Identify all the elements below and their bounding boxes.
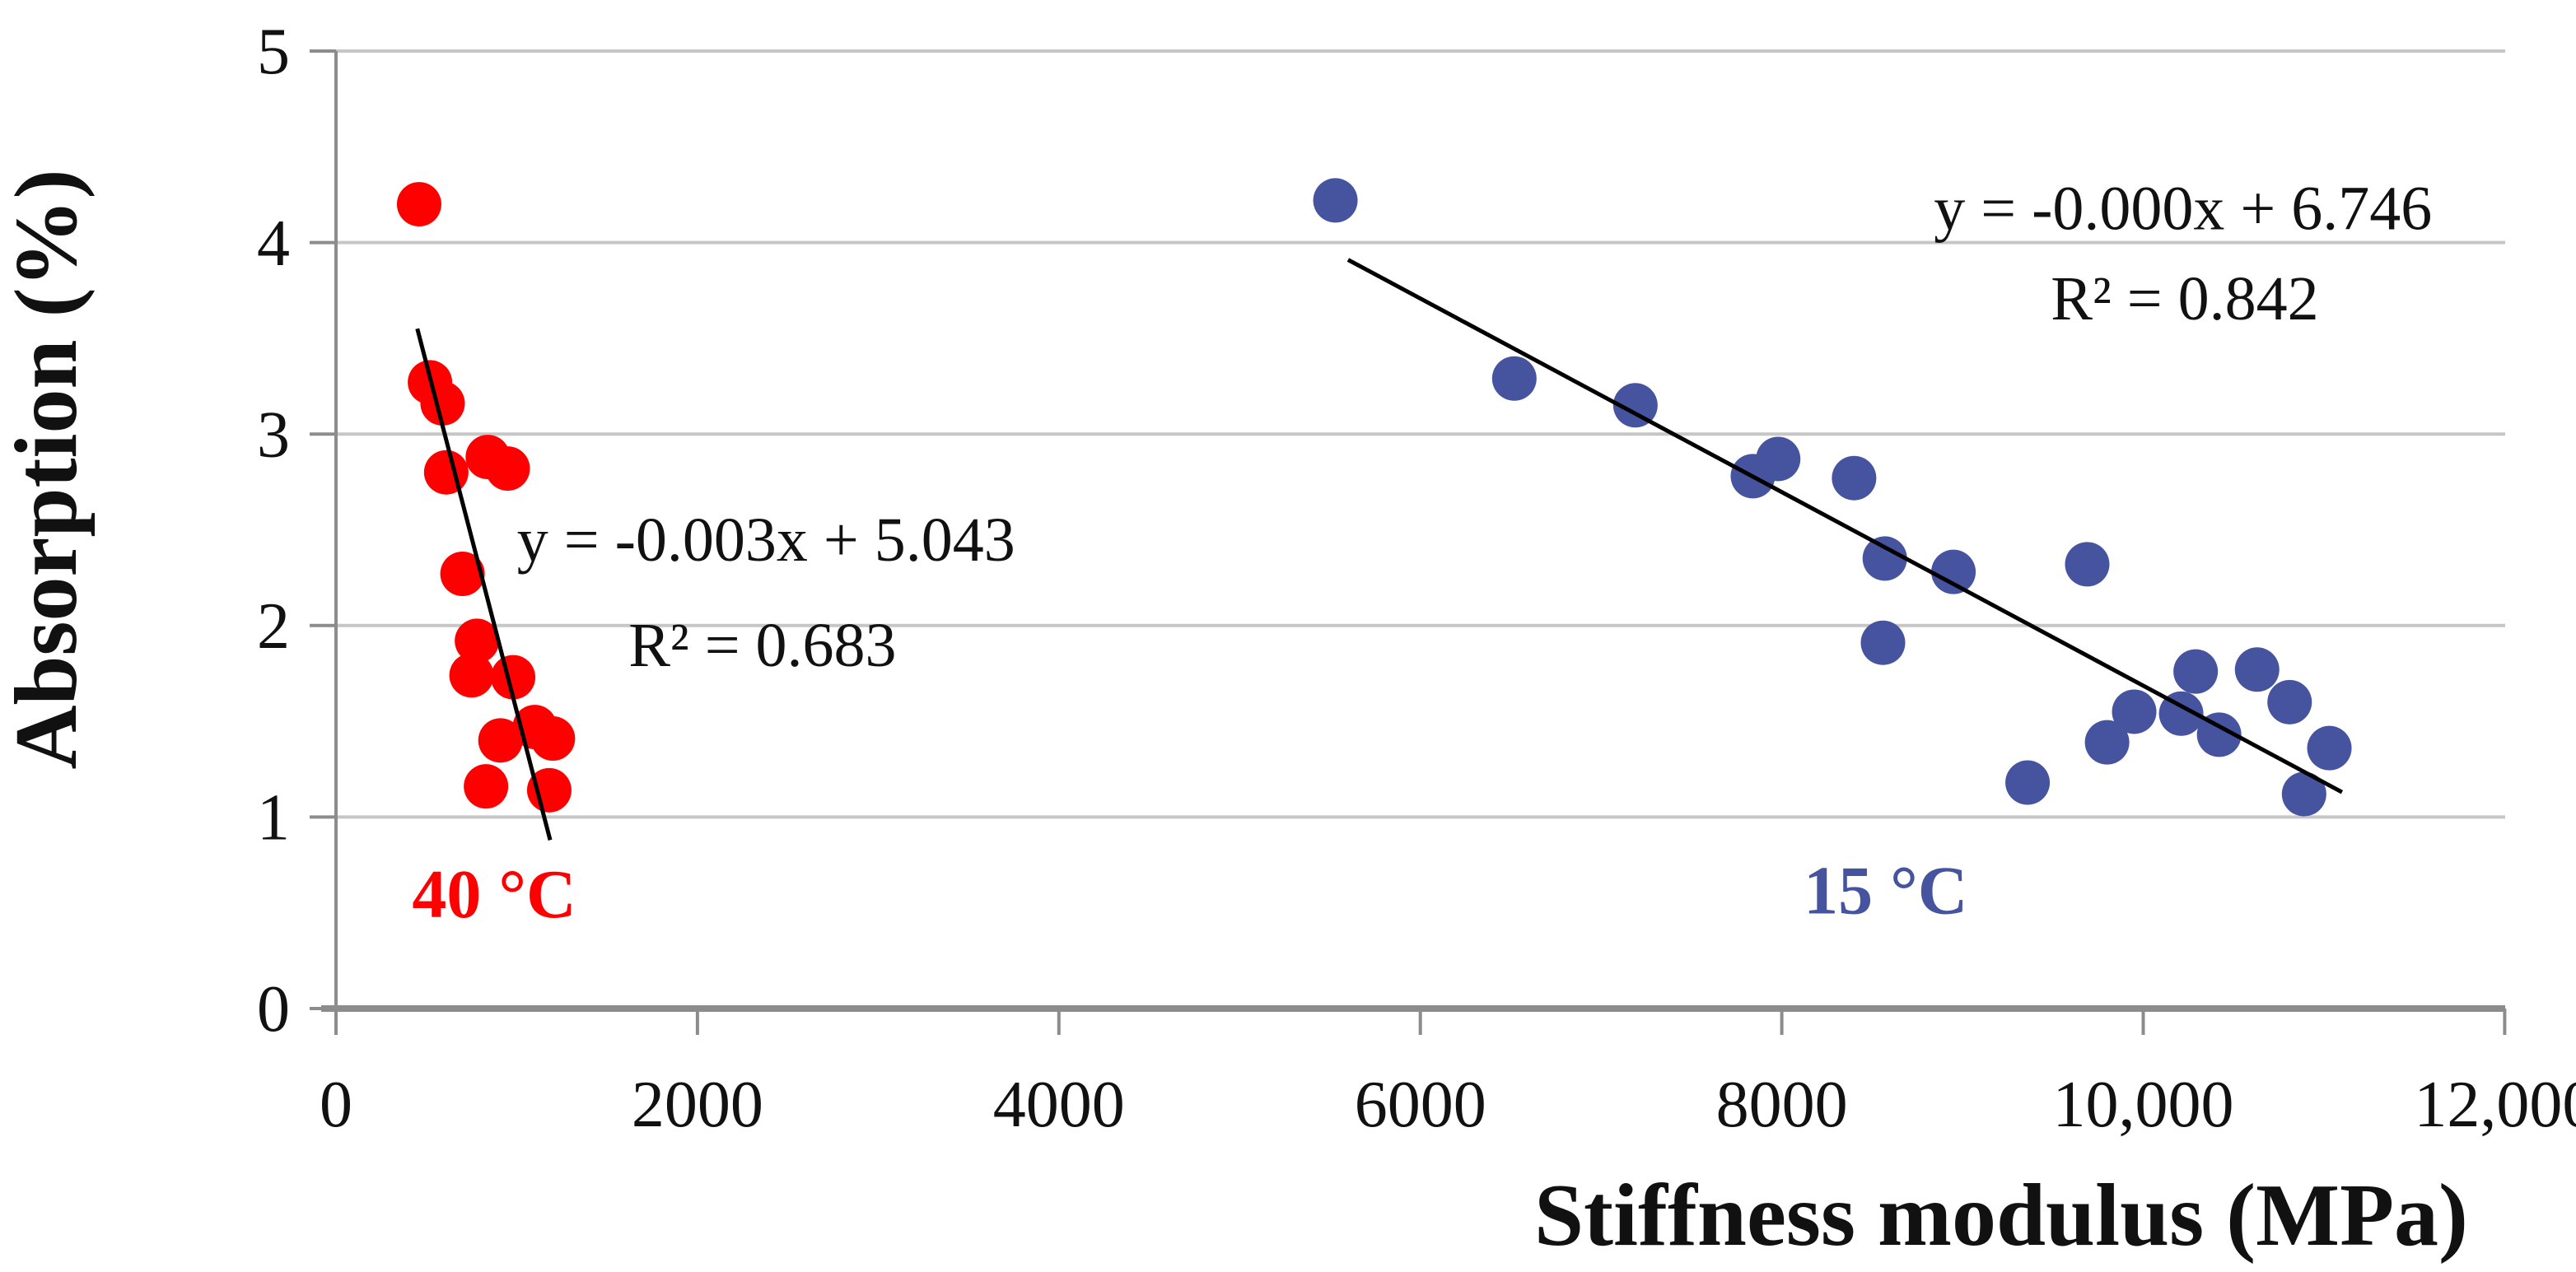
scatter-point-15c-18 (2307, 725, 2352, 771)
scatter-point-15c-8 (2065, 542, 2110, 587)
y-tick-label-5: 5 (257, 16, 290, 88)
scatter-point-15c-9 (1860, 620, 1906, 665)
scatter-point-15c-13 (2158, 691, 2204, 736)
x-tick-label-10000: 10,000 (2053, 1069, 2234, 1141)
scatter-point-40c-7 (455, 618, 500, 664)
scatter-point-15c-5 (1832, 455, 1877, 501)
series-label-40c: 40 °C (412, 856, 576, 933)
scatter-point-15c-6 (1862, 536, 1907, 581)
scatter-point-15c-17 (2267, 679, 2312, 725)
scatter-point-40c-12 (530, 716, 576, 762)
scatter-point-15c-2 (1612, 383, 1658, 428)
trendline-15c (1346, 258, 2344, 794)
scatter-point-15c-14 (2173, 649, 2219, 694)
scatter-point-40c-10 (478, 718, 523, 763)
trendline-40c (415, 328, 553, 841)
scatter-point-15c-7 (1931, 549, 1976, 594)
scatter-point-40c-5 (485, 446, 530, 492)
x-tick-label-2000: 2000 (632, 1069, 763, 1141)
scatter-point-15c-11 (2084, 720, 2130, 765)
scatter-point-40c-9 (491, 655, 536, 700)
x-tick-label-12000: 12,000 (2414, 1069, 2576, 1141)
scatter-point-15c-1 (1491, 356, 1537, 401)
y-tick-label-4: 4 (257, 207, 290, 280)
x-tick-label-4000: 4000 (993, 1069, 1125, 1141)
scatter-point-40c-8 (449, 653, 494, 698)
x-axis-title: Stiffness modulus (MPa) (1534, 1167, 2468, 1265)
scatter-point-15c-19 (2281, 771, 2326, 817)
y-axis-title: Absorption (%) (0, 169, 96, 769)
x-tick-label-0: 0 (320, 1069, 352, 1141)
r-squared-label-15c: R² = 0.842 (2051, 264, 2318, 333)
x-tick-label-6000: 6000 (1355, 1069, 1486, 1141)
scatter-point-40c-0 (396, 182, 441, 227)
equation-label-15c: y = -0.000x + 6.746 (1934, 175, 2432, 244)
scatter-point-40c-6 (440, 551, 485, 596)
scatter-point-40c-2 (420, 380, 465, 426)
scatter-point-40c-13 (464, 764, 509, 809)
y-tick-label-1: 1 (257, 782, 290, 855)
scatter-point-15c-15 (2196, 712, 2242, 757)
x-tick-label-8000: 8000 (1716, 1069, 1848, 1141)
scatter-point-15c-16 (2234, 647, 2280, 692)
y-tick-label-2: 2 (257, 590, 290, 663)
y-tick-label-3: 3 (257, 398, 290, 471)
scatter-point-15c-10 (2005, 760, 2051, 805)
y-tick-label-0: 0 (257, 973, 290, 1046)
equation-label-40c: y = -0.003x + 5.043 (517, 506, 1015, 575)
scatter-point-40c-3 (423, 450, 469, 495)
scatter-point-15c-4 (1756, 436, 1801, 482)
scatter-point-15c-12 (2112, 689, 2157, 734)
series-label-15c: 15 °C (1804, 852, 1967, 929)
scatter-point-15c-0 (1313, 178, 1358, 223)
r-squared-label-40c: R² = 0.683 (628, 611, 896, 680)
